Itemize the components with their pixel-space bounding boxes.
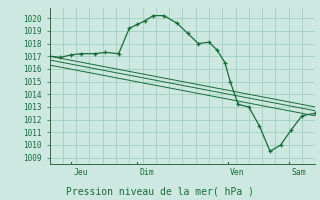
Text: Ven: Ven	[230, 168, 245, 177]
Text: Dim: Dim	[140, 168, 155, 177]
Text: Pression niveau de la mer( hPa ): Pression niveau de la mer( hPa )	[66, 186, 254, 196]
Text: Sam: Sam	[291, 168, 306, 177]
Text: Jeu: Jeu	[74, 168, 88, 177]
